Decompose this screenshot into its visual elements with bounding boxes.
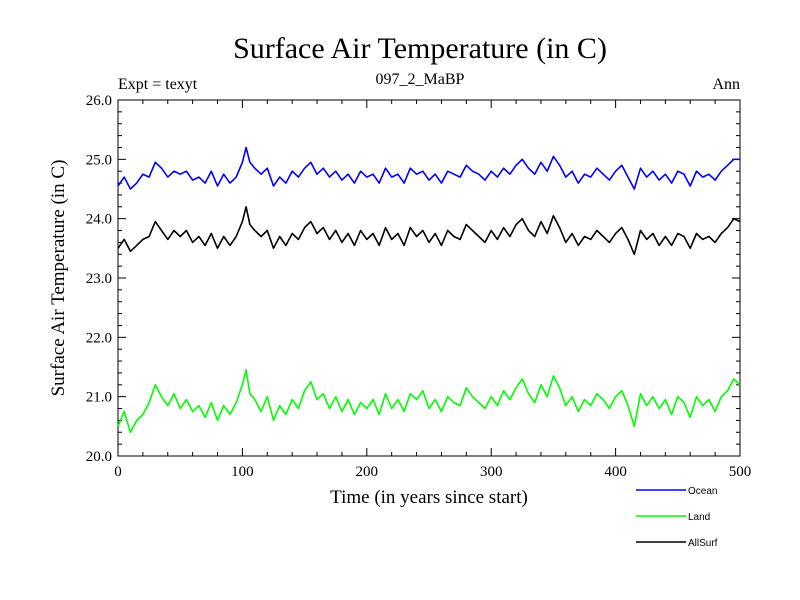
y-tick-label: 25.0 [86,152,112,168]
x-tick-label: 100 [231,464,254,480]
x-tick-label: 500 [729,464,752,480]
x-axis-label: Time (in years since start) [330,487,528,508]
axis-tick-labels: 0 100 200 300 400 500 20.0 21.0 22.0 23.0 24.0 25.0… [86,93,752,480]
x-tick-label: 400 [604,464,627,480]
x-tick-label: 200 [356,464,379,480]
series-lines [117,146,741,434]
chart-subtitle: 097_2_MaBP [376,71,465,88]
legend-label-allsurf: AllSurf [688,538,718,549]
series-line-allsurf [117,206,741,256]
chart-title: Surface Air Temperature (in C) [233,32,607,65]
legend-label-ocean: Ocean [688,486,717,497]
series-line-ocean [117,146,740,190]
y-axis-label: Surface Air Temperature (in C) [48,160,69,397]
y-tick-label: 22.0 [86,330,112,346]
axis-ticks [117,99,741,457]
x-tick-label: 0 [114,464,122,480]
legend: Ocean Land AllSurf [636,486,718,549]
season-label: Ann [712,76,740,93]
y-tick-label: 21.0 [86,390,112,406]
y-tick-label: 26.0 [86,93,112,109]
legend-label-land: Land [688,512,710,523]
x-tick-label: 300 [480,464,503,480]
y-tick-label: 20.0 [86,449,112,465]
series-line-land [117,369,741,434]
y-tick-label: 24.0 [86,212,112,228]
y-tick-label: 23.0 [86,271,112,287]
experiment-label: Expt = texyt [118,76,198,93]
